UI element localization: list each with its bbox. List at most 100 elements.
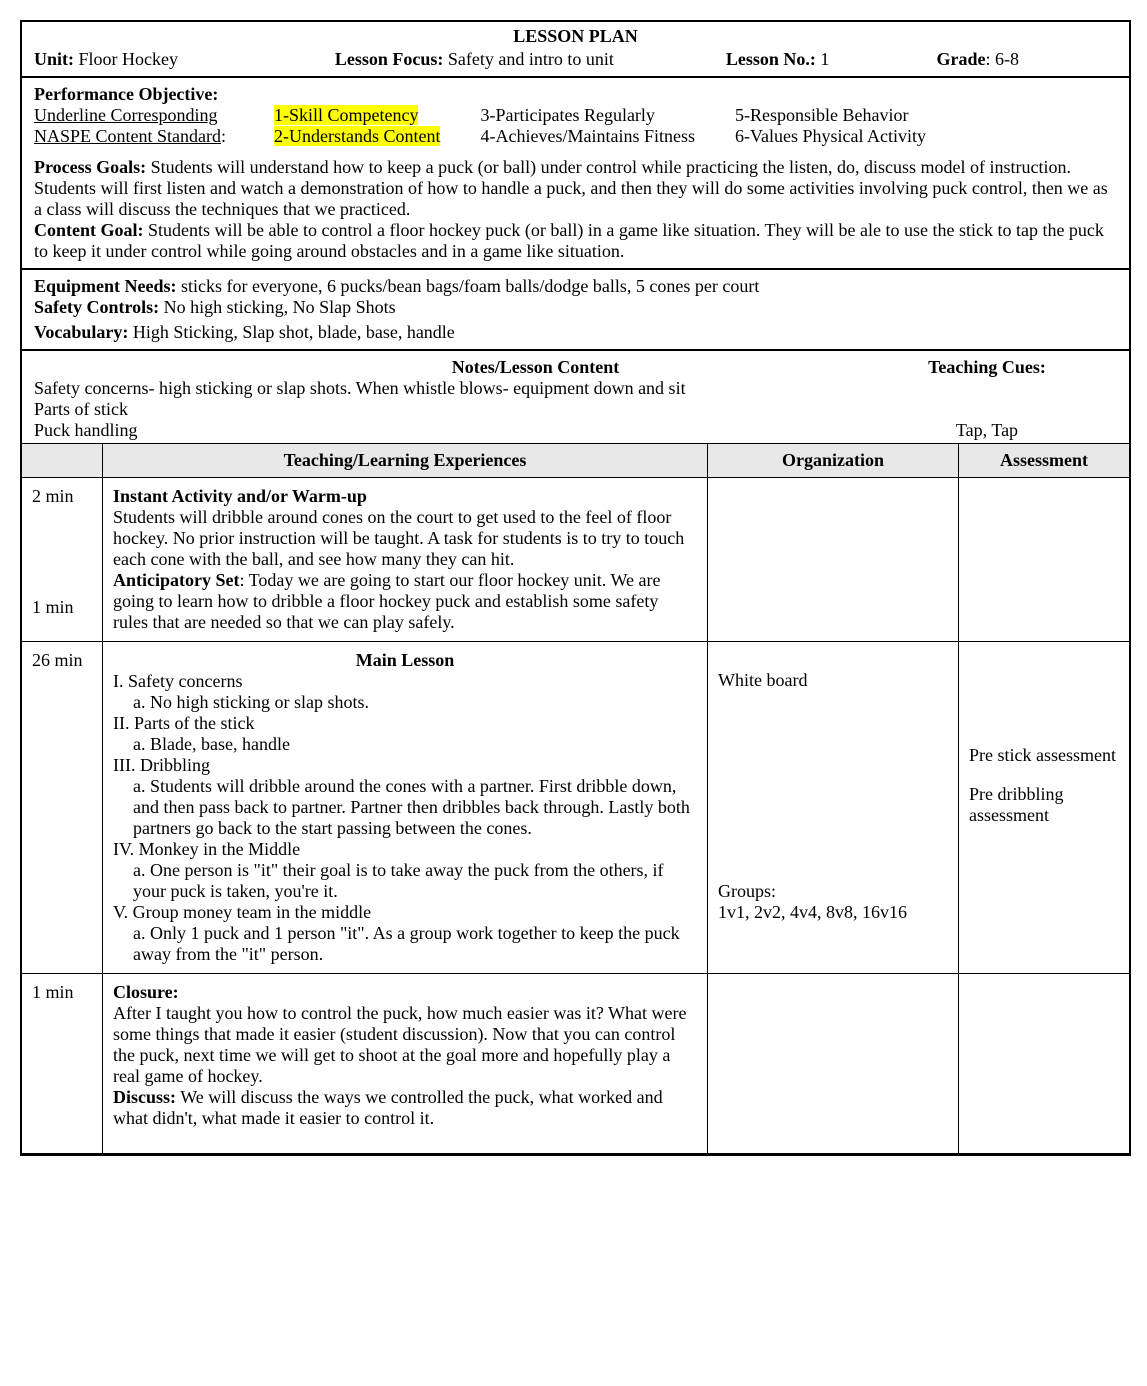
equipment-section: Equipment Needs: sticks for everyone, 6 … xyxy=(22,270,1129,351)
ml-l3a: a. Students will dribble around the cone… xyxy=(113,776,697,839)
exp-cell: Closure: After I taught you how to contr… xyxy=(103,974,708,1154)
exp-cell: Main Lesson I. Safety concerns a. No hig… xyxy=(103,642,708,974)
perf-4: 4-Achieves/Maintains Fitness xyxy=(480,126,694,147)
ml-l2a: a. Blade, base, handle xyxy=(113,734,697,755)
unit-label: Unit: xyxy=(34,49,74,69)
warmup-text: Students will dribble around cones on th… xyxy=(113,507,684,569)
perf-left: Underline Corresponding NASPE Content St… xyxy=(34,105,244,147)
assess-cell xyxy=(959,478,1130,642)
unit-cell: Unit: Floor Hockey xyxy=(34,49,335,70)
time-3: 26 min xyxy=(32,650,92,671)
time-4: 1 min xyxy=(32,982,92,1003)
performance-section: Performance Objective: Underline Corresp… xyxy=(22,78,1129,270)
lesson-plan-page: LESSON PLAN Unit: Floor Hockey Lesson Fo… xyxy=(20,20,1131,1156)
perf-sub1: Underline Corresponding xyxy=(34,105,244,126)
lesson-no-cell: Lesson No.: 1 xyxy=(726,49,937,70)
perf-5: 5-Responsible Behavior xyxy=(735,105,926,126)
th-time xyxy=(22,444,103,478)
ml-l3: III. Dribbling xyxy=(113,755,697,776)
org-cell: White board Groups: 1v1, 2v2, 4v4, 8v8, … xyxy=(708,642,959,974)
ml-l4a: a. One person is "it" their goal is to t… xyxy=(113,860,697,902)
org-groups-list: 1v1, 2v2, 4v4, 8v8, 16v16 xyxy=(718,902,948,923)
notes-body: Safety concerns- high sticking or slap s… xyxy=(34,378,857,441)
page-title: LESSON PLAN xyxy=(22,22,1129,47)
grade-label: Grade xyxy=(936,49,985,69)
notes-heading: Notes/Lesson Content xyxy=(34,357,857,378)
time-cell: 2 min 1 min xyxy=(22,478,103,642)
vocab-text: High Sticking, Slap shot, blade, base, h… xyxy=(128,322,454,342)
org-groups-label: Groups: xyxy=(718,881,948,902)
warmup-heading: Instant Activity and/or Warm-up xyxy=(113,486,367,506)
org-cell xyxy=(708,974,959,1154)
time-2: 1 min xyxy=(32,597,92,618)
focus-value: Safety and intro to unit xyxy=(448,49,614,69)
closure-heading: Closure: xyxy=(113,982,179,1002)
table-row: 1 min Closure: After I taught you how to… xyxy=(22,974,1129,1154)
perf-col1: 1-Skill Competency 2-Understands Content xyxy=(274,105,440,147)
assess-2: Pre dribbling assessment xyxy=(969,784,1119,826)
table-header-row: Teaching/Learning Experiences Organizati… xyxy=(22,444,1129,478)
perf-col2: 3-Participates Regularly 4-Achieves/Main… xyxy=(480,105,694,147)
notes-section: Notes/Lesson Content Teaching Cues: Safe… xyxy=(22,351,1129,443)
equip-label: Equipment Needs: xyxy=(34,276,177,296)
ml-l1: I. Safety concerns xyxy=(113,671,697,692)
process-text: Students will understand how to keep a p… xyxy=(34,157,1108,219)
lesson-no-value: 1 xyxy=(820,49,829,69)
discuss-text: We will discuss the ways we controlled t… xyxy=(113,1087,663,1128)
cues-heading: Teaching Cues: xyxy=(857,357,1117,378)
assess-cell: Pre stick assessment Pre dribbling asses… xyxy=(959,642,1130,974)
process-label: Process Goals: xyxy=(34,157,146,177)
focus-cell: Lesson Focus: Safety and intro to unit xyxy=(335,49,726,70)
ml-l2: II. Parts of the stick xyxy=(113,713,697,734)
grade-cell: Grade: 6-8 xyxy=(936,49,1117,70)
content-goal: Content Goal: Students will be able to c… xyxy=(34,220,1117,262)
safety-line: Safety Controls: No high sticking, No Sl… xyxy=(34,297,1117,318)
closure-text: After I taught you how to control the pu… xyxy=(113,1003,687,1086)
table-row: 26 min Main Lesson I. Safety concerns a.… xyxy=(22,642,1129,974)
main-lesson-heading: Main Lesson xyxy=(113,650,697,671)
cue-text: Tap, Tap xyxy=(956,420,1018,441)
vocab-label: Vocabulary: xyxy=(34,322,128,342)
ml-l4: IV. Monkey in the Middle xyxy=(113,839,697,860)
time-1: 2 min xyxy=(32,486,92,507)
notes-line3: Puck handling xyxy=(34,420,857,441)
discuss-heading: Discuss: xyxy=(113,1087,176,1107)
safety-label: Safety Controls: xyxy=(34,297,159,317)
table-row: 2 min 1 min Instant Activity and/or Warm… xyxy=(22,478,1129,642)
notes-line2: Parts of stick xyxy=(34,399,857,420)
perf-6: 6-Values Physical Activity xyxy=(735,126,926,147)
perf-col3: 5-Responsible Behavior 6-Values Physical… xyxy=(735,105,926,147)
perf-3: 3-Participates Regularly xyxy=(480,105,694,126)
grade-value: 6-8 xyxy=(995,49,1019,69)
equip-text: sticks for everyone, 6 pucks/bean bags/f… xyxy=(177,276,760,296)
lesson-table: Teaching/Learning Experiences Organizati… xyxy=(22,443,1129,1154)
content-label: Content Goal: xyxy=(34,220,144,240)
ml-l5a: a. Only 1 puck and 1 person "it". As a g… xyxy=(113,923,697,965)
ml-l5: V. Group money team in the middle xyxy=(113,902,697,923)
exp-cell: Instant Activity and/or Warm-up Students… xyxy=(103,478,708,642)
notes-line1: Safety concerns- high sticking or slap s… xyxy=(34,378,857,399)
ml-l1a: a. No high sticking or slap shots. xyxy=(113,692,697,713)
content-text: Students will be able to control a floor… xyxy=(34,220,1104,261)
focus-label: Lesson Focus: xyxy=(335,49,444,69)
org-cell xyxy=(708,478,959,642)
th-organization: Organization xyxy=(708,444,959,478)
header-row: Unit: Floor Hockey Lesson Focus: Safety … xyxy=(22,47,1129,78)
perf-2: 2-Understands Content xyxy=(274,126,440,146)
process-goals: Process Goals: Students will understand … xyxy=(34,157,1117,220)
unit-value: Floor Hockey xyxy=(79,49,178,69)
time-cell: 26 min xyxy=(22,642,103,974)
vocab-line: Vocabulary: High Sticking, Slap shot, bl… xyxy=(34,322,1117,343)
safety-text: No high sticking, No Slap Shots xyxy=(159,297,396,317)
time-cell: 1 min xyxy=(22,974,103,1154)
th-assessment: Assessment xyxy=(959,444,1130,478)
assess-1: Pre stick assessment xyxy=(969,745,1119,766)
th-experiences: Teaching/Learning Experiences xyxy=(103,444,708,478)
anticipatory-heading: Anticipatory Set xyxy=(113,570,239,590)
cues-body: Tap, Tap xyxy=(857,378,1117,441)
assess-cell xyxy=(959,974,1130,1154)
org-whiteboard: White board xyxy=(718,670,948,691)
perf-heading: Performance Objective: xyxy=(34,84,1117,105)
perf-1: 1-Skill Competency xyxy=(274,105,418,125)
lesson-no-label: Lesson No.: xyxy=(726,49,816,69)
